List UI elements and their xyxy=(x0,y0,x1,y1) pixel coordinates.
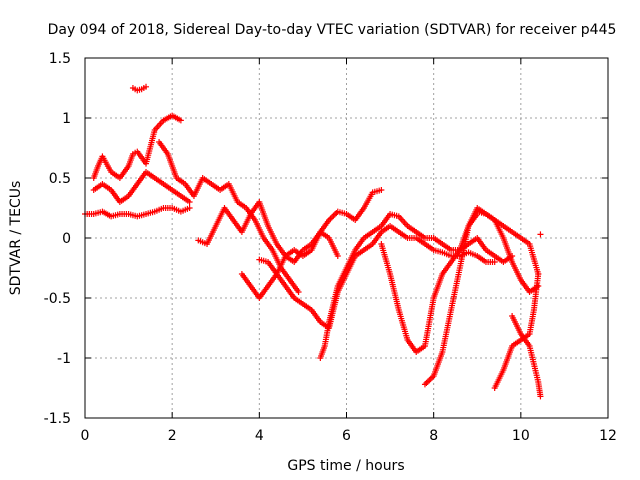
x-tick-label: 2 xyxy=(168,428,177,444)
data-point xyxy=(537,393,544,400)
x-tick-label: 4 xyxy=(255,428,264,444)
data-point xyxy=(535,271,542,277)
y-tick-label: -1.5 xyxy=(44,411,71,427)
data-point xyxy=(378,187,385,193)
data-point xyxy=(330,212,337,219)
x-tick-label: 10 xyxy=(512,428,530,444)
data-point xyxy=(333,210,340,216)
y-tick-label: -0.5 xyxy=(44,291,71,307)
x-axis-label: GPS time / hours xyxy=(287,458,404,474)
axis-ticks: 0 2 4 6 8 10 12 -1.5 -1 -0.5 0 0.5 1 1.5 xyxy=(44,51,617,444)
data-point xyxy=(424,378,431,385)
data-point xyxy=(421,381,428,388)
data-point xyxy=(177,117,184,124)
data-point xyxy=(535,283,542,289)
data-point xyxy=(334,253,341,259)
data-point xyxy=(426,377,433,384)
x-tick-label: 6 xyxy=(342,428,351,444)
data-point xyxy=(537,231,544,238)
y-tick-label: 0 xyxy=(62,231,71,247)
y-tick-label: 0.5 xyxy=(49,171,71,187)
chart-title: Day 094 of 2018, Sidereal Day-to-day VTE… xyxy=(48,22,617,38)
grid xyxy=(85,58,608,418)
data-point xyxy=(186,199,193,205)
data-points xyxy=(82,83,544,400)
data-point xyxy=(143,83,150,90)
data-point xyxy=(423,380,430,386)
y-tick-label: 1.5 xyxy=(49,51,71,67)
data-point xyxy=(491,259,498,265)
x-tick-label: 12 xyxy=(599,428,617,444)
x-tick-label: 8 xyxy=(429,428,438,444)
data-point xyxy=(295,289,302,295)
plot-frame xyxy=(84,57,609,419)
y-tick-label: -1 xyxy=(57,351,71,367)
data-point xyxy=(427,375,434,382)
data-point xyxy=(186,205,193,211)
x-tick-label: 0 xyxy=(81,428,90,444)
data-point xyxy=(328,214,335,221)
y-tick-label: 1 xyxy=(62,111,71,127)
y-axis-label: SDTVAR / TECUs xyxy=(8,181,24,296)
